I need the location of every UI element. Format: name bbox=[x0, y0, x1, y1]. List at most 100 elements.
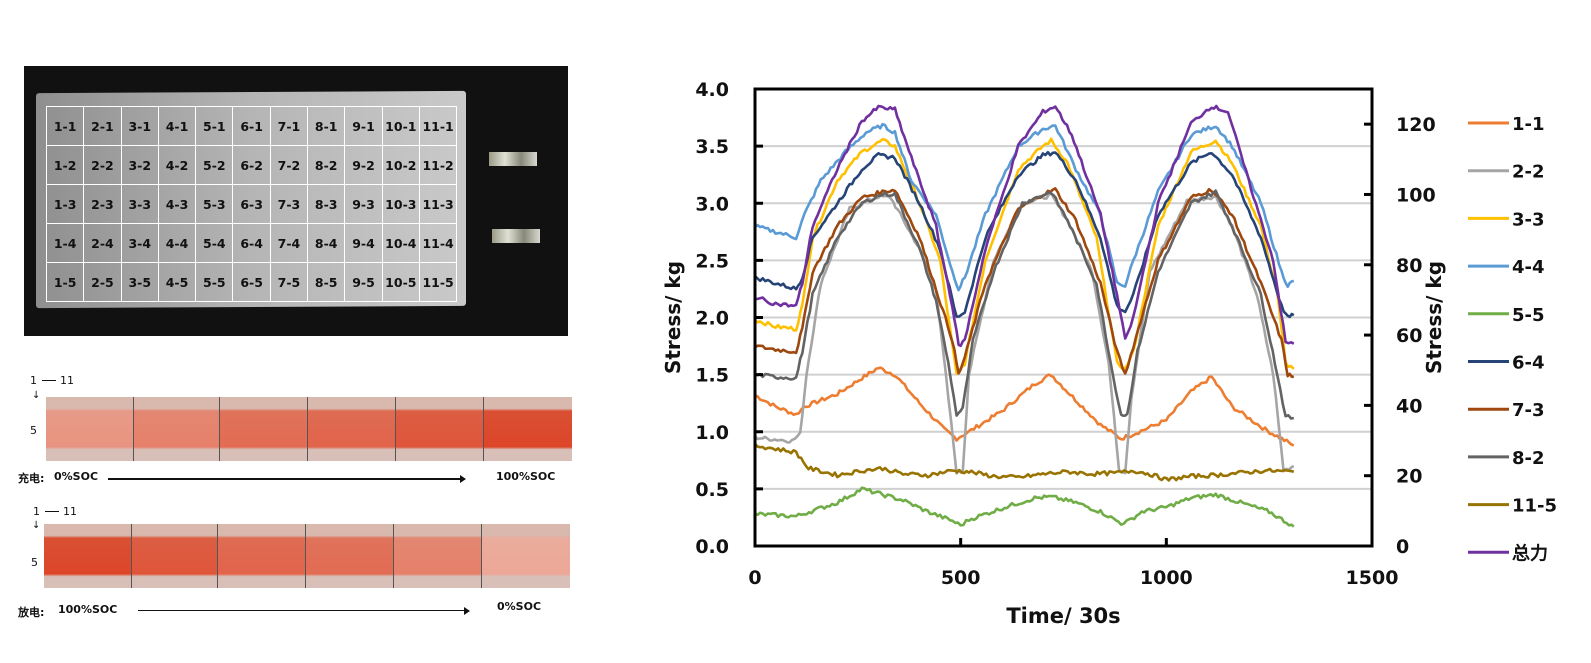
legend-label: 6-4 bbox=[1512, 353, 1545, 374]
grid-cell: 9-1 bbox=[345, 107, 383, 146]
legend-label: 11-5 bbox=[1512, 496, 1557, 517]
grid-cell: 4-4 bbox=[158, 224, 197, 263]
series-line-8-2 bbox=[754, 189, 1295, 420]
y2-tick-label: 60 bbox=[1396, 325, 1422, 347]
grid-cell: 3-4 bbox=[121, 224, 159, 263]
grid-cell: 1-2 bbox=[47, 146, 85, 185]
legend-label: 8-2 bbox=[1512, 448, 1545, 469]
positive-tab bbox=[489, 152, 537, 166]
y-tick-label: 4.0 bbox=[695, 79, 729, 101]
x-tick-label: 1000 bbox=[1140, 567, 1193, 589]
grid-cell: 9-5 bbox=[345, 263, 383, 302]
grid-cell: 6-5 bbox=[233, 263, 271, 302]
legend-label: 3-3 bbox=[1512, 209, 1545, 230]
strip-segment bbox=[132, 524, 218, 588]
legend-label: 总力 bbox=[1512, 542, 1548, 564]
series-line-1-1 bbox=[754, 366, 1295, 447]
series-line-3-3 bbox=[754, 137, 1295, 375]
grid-cell: 1-3 bbox=[47, 185, 85, 224]
y-tick-label: 1.0 bbox=[695, 422, 729, 444]
grid-cell: 9-2 bbox=[345, 146, 383, 185]
grid-cell: 11-3 bbox=[419, 185, 458, 224]
grid-cell: 11-5 bbox=[419, 263, 458, 302]
grid-cell: 8-3 bbox=[308, 185, 346, 224]
grid-cell: 6-3 bbox=[233, 185, 271, 224]
y2-tick-label: 40 bbox=[1396, 395, 1422, 417]
grid-cell: 2-5 bbox=[84, 263, 122, 302]
x-axis-label: Time/ 30s bbox=[1006, 604, 1120, 628]
negative-tab bbox=[492, 229, 540, 243]
col-arrow bbox=[42, 380, 56, 381]
grid-cell: 10-1 bbox=[382, 107, 420, 146]
grid-cell: 5-4 bbox=[196, 224, 234, 263]
grid-cell: 2-3 bbox=[84, 185, 122, 224]
charge-label: 充电: bbox=[18, 472, 45, 485]
y2-axis-label: Stress/ kg bbox=[1422, 261, 1446, 374]
grid-cell: 5-3 bbox=[196, 185, 234, 224]
series-line-7-3 bbox=[754, 187, 1294, 379]
grid-cell: 9-3 bbox=[345, 185, 383, 224]
y-tick-label: 0.0 bbox=[695, 536, 729, 558]
y-tick-label: 2.0 bbox=[695, 308, 729, 330]
grid-cell: 7-3 bbox=[270, 185, 309, 224]
y-tick-label: 0.5 bbox=[695, 479, 729, 501]
charge-direction-arrow bbox=[108, 475, 466, 483]
y2-tick-label: 80 bbox=[1396, 255, 1422, 277]
soc-start-label: 100%SOC bbox=[58, 603, 118, 616]
pressure-map-strip-charge bbox=[46, 397, 572, 461]
x-tick-label: 1500 bbox=[1346, 567, 1399, 589]
grid-cell: 10-3 bbox=[382, 185, 420, 224]
y2-tick-label: 100 bbox=[1396, 184, 1436, 206]
grid-cell: 4-5 bbox=[158, 263, 197, 302]
grid-cell: 8-4 bbox=[308, 224, 346, 263]
legend-label: 1-1 bbox=[1512, 114, 1545, 135]
grid-cell: 1-1 bbox=[47, 107, 85, 146]
strip-segment bbox=[46, 397, 134, 461]
grid-cell: 7-1 bbox=[270, 107, 309, 146]
grid-cell: 4-1 bbox=[158, 107, 197, 146]
grid-cell: 7-4 bbox=[270, 224, 309, 263]
discharge-direction-arrow bbox=[138, 607, 470, 615]
grid-cell: 10-2 bbox=[382, 146, 420, 185]
y2-tick-label: 20 bbox=[1396, 466, 1422, 488]
axis-ticks: 0 500 1000 1500 0.0 0.5 1.0 1.5 2.0 2.5 3.0 3.5 4.0 0… bbox=[695, 79, 1435, 589]
soc-end-label: 100%SOC bbox=[496, 470, 556, 483]
strip-segment bbox=[218, 524, 306, 588]
col-end-label: 11 bbox=[63, 505, 77, 518]
discharge-label: 放电: bbox=[18, 606, 45, 619]
row-end-label: 5 bbox=[30, 424, 37, 437]
col-start-label: 1 bbox=[33, 505, 40, 518]
grid-cell: 5-5 bbox=[196, 263, 234, 302]
col-end-label: 11 bbox=[60, 374, 74, 387]
grid-cell: 5-1 bbox=[196, 107, 234, 146]
pouch-cell-photo: 1-1 2-1 3-1 4-1 5-1 6-1 7-1 8-1 9-1 10-1 11-1 1-2 2-… bbox=[24, 66, 568, 336]
row-arrow-icon: ↓ bbox=[32, 520, 41, 531]
grid-cell: 6-1 bbox=[233, 107, 271, 146]
grid-cell: 4-3 bbox=[158, 185, 197, 224]
y2-tick-label: 120 bbox=[1396, 114, 1436, 136]
row-arrow-icon: ↓ bbox=[32, 390, 41, 401]
legend: 1-1 2-2 3-3 4-4 5-5 6-4 7-3 8-2 11-5 总力 bbox=[1468, 114, 1557, 564]
grid-cell: 8-1 bbox=[308, 107, 346, 146]
grid-cell: 7-2 bbox=[270, 146, 309, 185]
grid-cell: 6-4 bbox=[233, 224, 271, 263]
strip-segment bbox=[306, 524, 394, 588]
legend-label: 4-4 bbox=[1512, 257, 1545, 278]
y-tick-label: 1.5 bbox=[695, 365, 729, 387]
grid-cell: 9-4 bbox=[345, 224, 383, 263]
grid-cell: 6-2 bbox=[233, 146, 271, 185]
grid-cell: 11-4 bbox=[419, 224, 458, 263]
soc-end-label: 0%SOC bbox=[497, 600, 542, 613]
col-start-label: 1 bbox=[30, 374, 37, 387]
grid-cell: 3-5 bbox=[121, 263, 159, 302]
grid-cell: 5-2 bbox=[196, 146, 234, 185]
strip-segment bbox=[394, 524, 482, 588]
series-lines bbox=[754, 104, 1295, 528]
grid-cell: 7-5 bbox=[270, 263, 309, 302]
grid-cell: 11-2 bbox=[419, 146, 458, 185]
y-tick-label: 2.5 bbox=[695, 250, 729, 272]
grid-cell: 2-2 bbox=[84, 146, 122, 185]
grid-cell: 1-5 bbox=[47, 263, 85, 302]
x-tick-label: 0 bbox=[748, 567, 761, 589]
grid-cell: 4-2 bbox=[158, 146, 197, 185]
